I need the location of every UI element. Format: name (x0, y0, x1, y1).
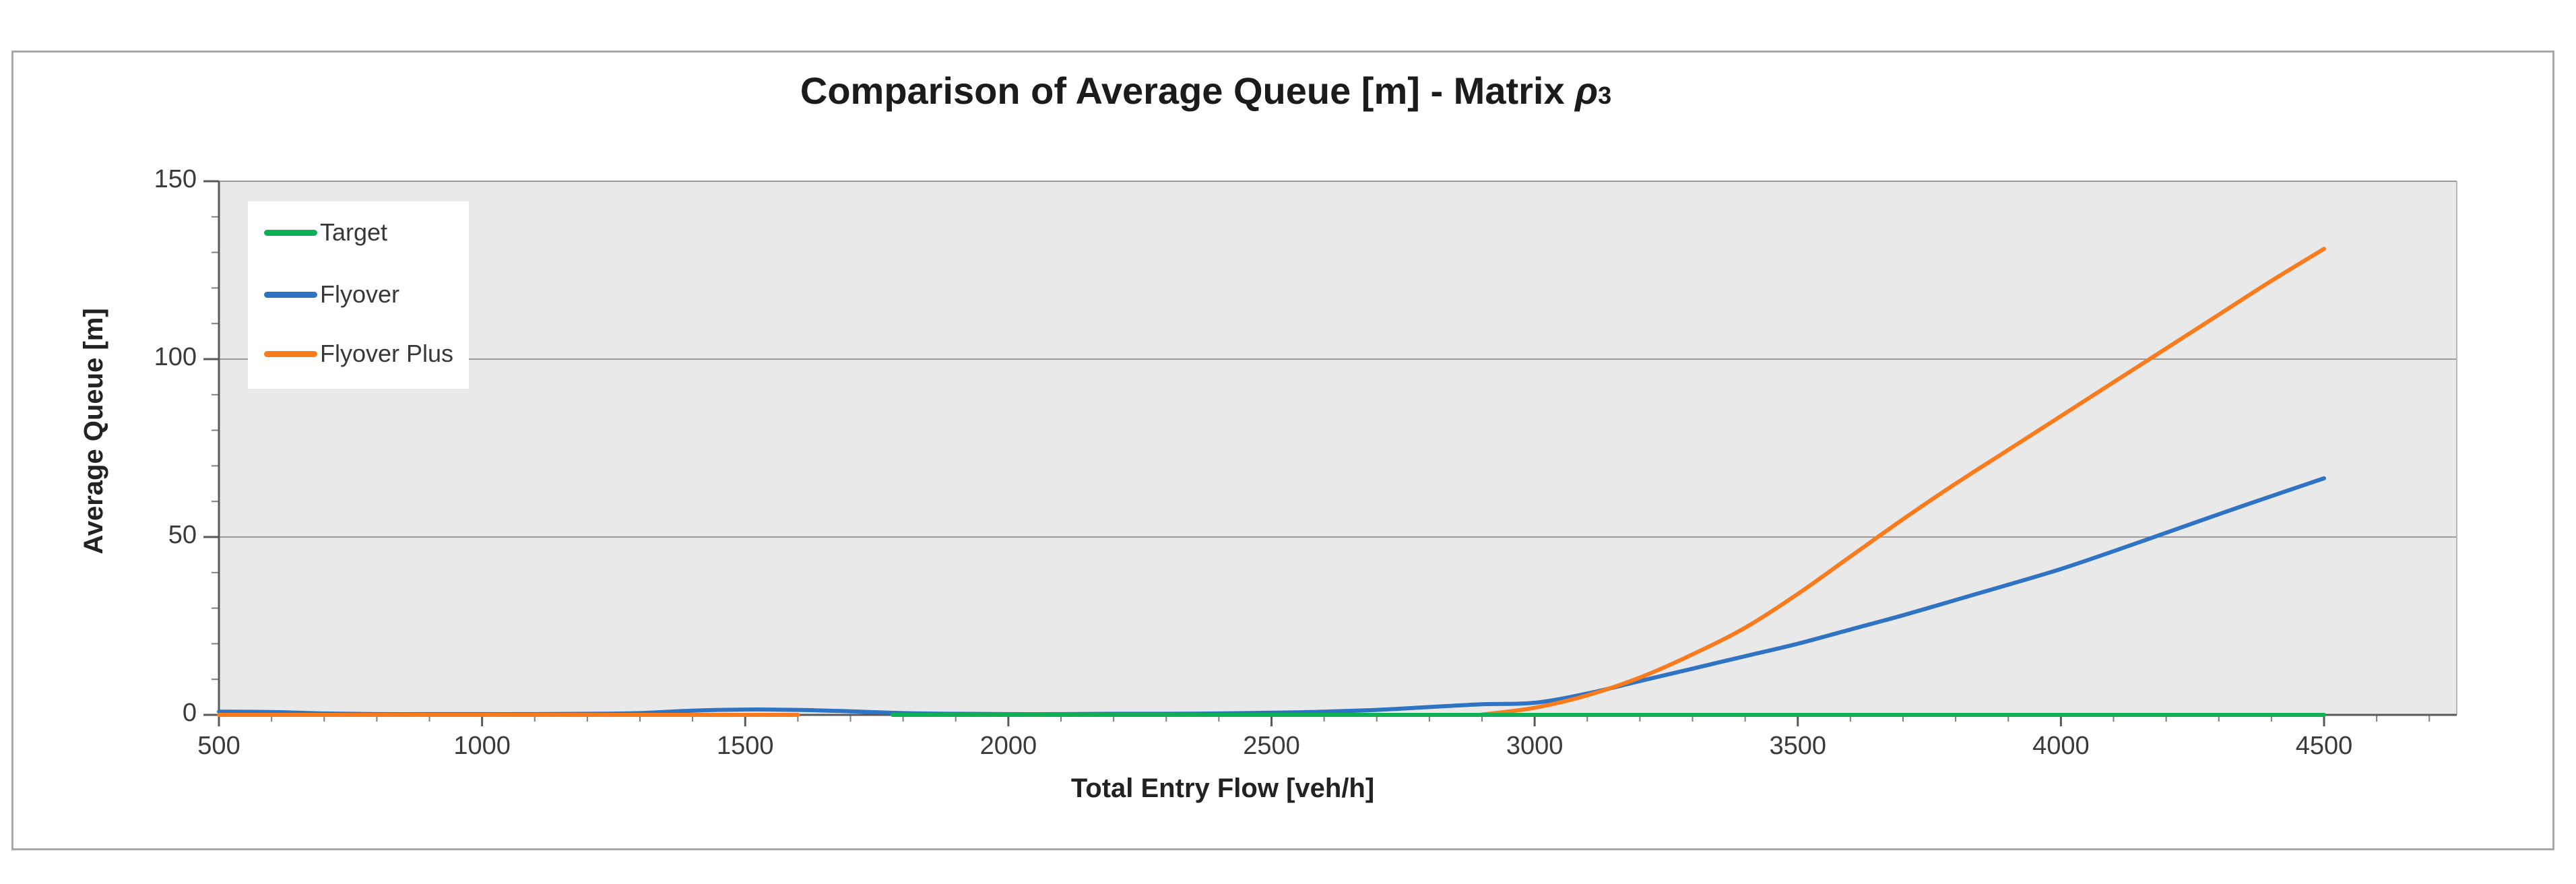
series-line-flyover-plus (1480, 247, 2326, 717)
legend-label-flyover: Flyover (320, 280, 400, 308)
legend-item-flyover-plus: Flyover Plus (264, 339, 453, 369)
flyover-plus-line-swatch (264, 350, 317, 357)
plot-area (219, 181, 2457, 715)
x-axis-title: Total Entry Flow [veh/h] (1070, 774, 1375, 803)
legend: Target Flyover Flyover Plus (248, 201, 469, 389)
legend-item-target: Target (264, 218, 387, 247)
rho-subscript: 3 (1598, 82, 1612, 109)
chart-title-text: Comparison of Average Queue [m] - Matrix (800, 69, 1576, 112)
rho-symbol: ρ (1575, 69, 1599, 112)
legend-label-target: Target (320, 218, 388, 246)
legend-label-flyover-plus: Flyover Plus (320, 340, 454, 367)
legend-item-flyover: Flyover (264, 280, 399, 309)
flyover-line-swatch (264, 291, 317, 298)
target-line-swatch (264, 229, 317, 236)
y-axis-title: Average Queue [m] (79, 308, 108, 555)
chart-title: Comparison of Average Queue [m] - Matrix… (263, 69, 2149, 113)
